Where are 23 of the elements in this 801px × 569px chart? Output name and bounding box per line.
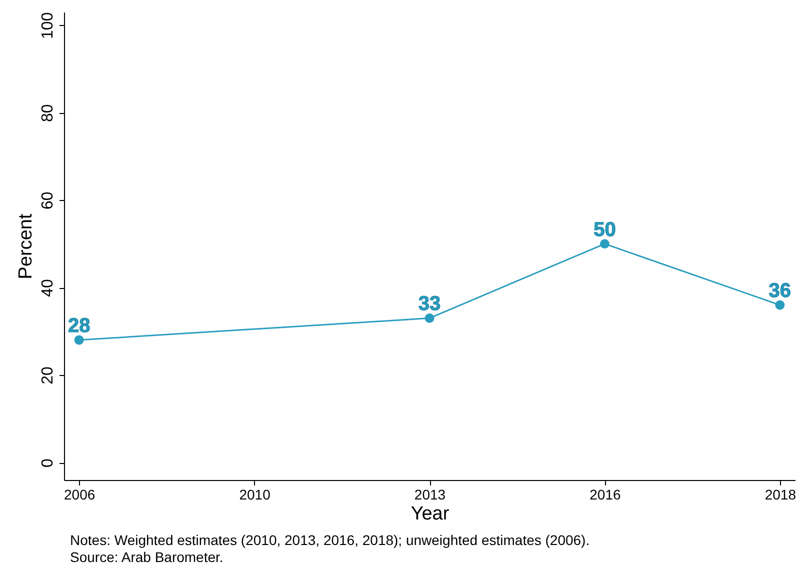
x-tick-label: 2018 xyxy=(764,486,796,502)
y-tick-label: 100 xyxy=(40,12,56,39)
y-axis-title: Percent xyxy=(16,213,36,280)
point xyxy=(424,313,434,323)
x-tick-label: 2016 xyxy=(590,486,621,502)
y-tick-label: 0 xyxy=(40,458,56,468)
data-label: 36 xyxy=(768,280,792,302)
x-tick-label: 2013 xyxy=(414,486,446,502)
source-note: Source: Arab Barometer. xyxy=(70,549,224,566)
y-tick-label: 80 xyxy=(40,104,56,122)
x-tick-label: 2006 xyxy=(64,486,96,502)
y-tick-label: 40 xyxy=(40,279,56,297)
point xyxy=(600,239,610,249)
data-label: 50 xyxy=(594,218,616,241)
point xyxy=(74,335,84,345)
data-label: 33 xyxy=(418,293,441,316)
x-tick-label: 2010 xyxy=(239,486,271,502)
point xyxy=(775,300,785,310)
text: Notes: Weighted estimates (2010, 2013, 2016, 2018); unweighted estimates (2006). xyxy=(70,532,590,549)
data-label: 28 xyxy=(68,315,90,338)
y-tick-label: 20 xyxy=(40,366,56,384)
x-axis-title: Year xyxy=(410,504,450,524)
y-tick-label: 60 xyxy=(40,192,56,210)
